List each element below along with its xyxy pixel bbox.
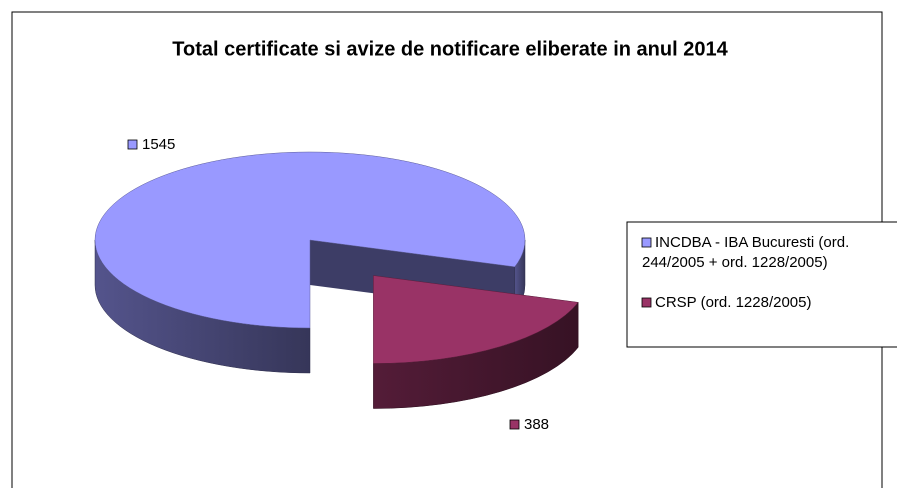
legend-box — [626, 221, 897, 348]
legend-marker — [641, 297, 652, 308]
legend-label: INCDBA - IBA Bucuresti (ord. 244/2005 + o… — [642, 234, 849, 271]
legend-marker — [641, 237, 652, 248]
legend-line: INCDBA - IBA Bucuresti (ord. — [655, 234, 849, 251]
data-label-marker — [127, 139, 138, 150]
data-label: 1545 — [142, 136, 175, 153]
chart-title: Total certificate si avize de notificare… — [172, 38, 728, 60]
slice — [94, 151, 526, 329]
legend-line: CRSP (ord. 1228/2005) — [655, 294, 811, 311]
data-label-marker — [509, 419, 520, 430]
legend-label: CRSP (ord. 1228/2005) — [655, 294, 811, 311]
slice — [373, 275, 579, 364]
legend-line: 244/2005 + ord. 1228/2005) — [642, 254, 828, 271]
data-label: 388 — [524, 416, 549, 433]
